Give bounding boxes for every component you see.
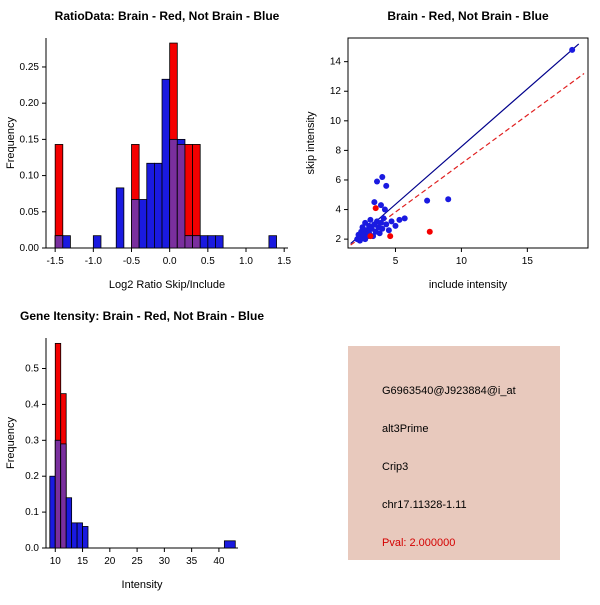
intensity-scatter-quadrant: Brain - Red, Not Brain - Blue include int… <box>300 0 600 300</box>
svg-text:0.0: 0.0 <box>25 543 39 554</box>
splice-type-text: alt3Prime <box>382 423 429 435</box>
svg-text:0.3: 0.3 <box>25 435 39 446</box>
svg-text:1.5: 1.5 <box>277 256 291 267</box>
svg-text:Frequency: Frequency <box>5 117 17 169</box>
gene-intensity-quadrant: Gene Itensity: Brain - Red, Not Brain - … <box>0 300 300 600</box>
ratio-histogram-quadrant: RatioData: Brain - Red, Not Brain - Blue… <box>0 0 300 300</box>
svg-text:15: 15 <box>522 256 534 267</box>
svg-text:4: 4 <box>335 205 341 216</box>
svg-text:2: 2 <box>335 234 341 245</box>
gene-info-panel: G6963540@J923884@i_at alt3Prime Crip3 ch… <box>348 346 560 560</box>
svg-text:include intensity: include intensity <box>429 279 508 291</box>
svg-text:0.25: 0.25 <box>20 62 40 73</box>
svg-text:25: 25 <box>132 556 144 567</box>
skip-vs-include-scatter-chart: Brain - Red, Not Brain - Blue include int… <box>305 9 589 291</box>
svg-text:Intensity: Intensity <box>122 579 163 591</box>
svg-text:0.10: 0.10 <box>20 171 40 182</box>
svg-text:0.5: 0.5 <box>25 364 39 375</box>
gene-name-text: Crip3 <box>382 461 409 473</box>
pval-text: Pval: 2.000000 <box>382 537 456 549</box>
svg-text:Brain - Red, Not Brain - Blue: Brain - Red, Not Brain - Blue <box>387 9 549 23</box>
info-quadrant: G6963540@J923884@i_at alt3Prime Crip3 ch… <box>300 300 600 600</box>
svg-text:RatioData: Brain - Red, Not Br: RatioData: Brain - Red, Not Brain - Blue <box>55 9 280 23</box>
svg-text:30: 30 <box>159 556 171 567</box>
svg-text:Gene Itensity: Brain - Red, No: Gene Itensity: Brain - Red, Not Brain - … <box>20 309 264 323</box>
svg-text:8: 8 <box>335 145 341 156</box>
svg-text:14: 14 <box>330 57 342 68</box>
svg-text:40: 40 <box>213 556 225 567</box>
svg-text:15: 15 <box>77 556 89 567</box>
svg-text:0.15: 0.15 <box>20 134 40 145</box>
svg-text:Frequency: Frequency <box>5 417 17 469</box>
svg-text:0.05: 0.05 <box>20 207 40 218</box>
svg-text:5: 5 <box>393 256 399 267</box>
svg-text:10: 10 <box>50 556 62 567</box>
svg-text:0.1: 0.1 <box>25 507 39 518</box>
svg-text:0.4: 0.4 <box>25 399 39 410</box>
probe-id-text: G6963540@J923884@i_at <box>382 385 516 397</box>
svg-text:1.0: 1.0 <box>239 256 253 267</box>
svg-text:0.00: 0.00 <box>20 243 40 254</box>
svg-text:-1.5: -1.5 <box>47 256 65 267</box>
svg-text:10: 10 <box>330 116 342 127</box>
svg-text:Log2 Ratio Skip/Include: Log2 Ratio Skip/Include <box>109 279 225 291</box>
svg-text:0.20: 0.20 <box>20 98 40 109</box>
gene-intensity-histogram-chart: Gene Itensity: Brain - Red, Not Brain - … <box>5 309 264 591</box>
svg-text:35: 35 <box>186 556 198 567</box>
svg-text:0.5: 0.5 <box>201 256 215 267</box>
svg-text:10: 10 <box>456 256 468 267</box>
svg-text:-1.0: -1.0 <box>85 256 103 267</box>
svg-text:6: 6 <box>335 175 341 186</box>
chromosome-location-text: chr17.11328-1.11 <box>382 499 467 511</box>
svg-text:0.0: 0.0 <box>163 256 177 267</box>
svg-text:-0.5: -0.5 <box>123 256 141 267</box>
ratio-histogram-chart: RatioData: Brain - Red, Not Brain - Blue… <box>5 9 292 291</box>
svg-text:12: 12 <box>330 86 342 97</box>
svg-text:0.2: 0.2 <box>25 471 39 482</box>
svg-text:skip intensity: skip intensity <box>305 111 317 174</box>
svg-text:20: 20 <box>104 556 116 567</box>
